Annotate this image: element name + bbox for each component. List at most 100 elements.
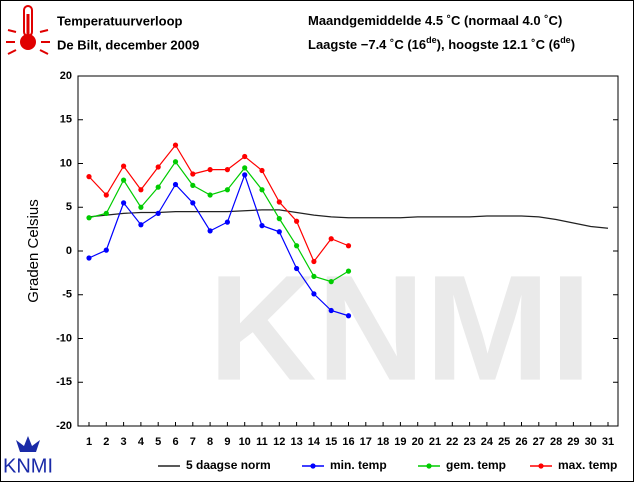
point: [155, 164, 161, 170]
point: [294, 265, 300, 272]
legend-marker: [310, 463, 316, 469]
point: [86, 255, 92, 261]
point: [138, 204, 144, 210]
x-tick-label: 19: [394, 436, 406, 448]
superscript: de: [426, 35, 437, 45]
point: [328, 279, 334, 285]
y-tick-label: 5: [66, 201, 72, 213]
point: [276, 216, 282, 222]
legend-label: gem. temp: [446, 458, 506, 472]
point: [155, 184, 161, 190]
x-tick-label: 29: [567, 436, 579, 448]
point: [345, 313, 352, 319]
x-tick-label: 9: [224, 436, 230, 448]
y-tick-label: 0: [66, 245, 72, 257]
point: [328, 236, 334, 242]
x-tick-label: 5: [155, 436, 161, 448]
point: [311, 291, 317, 297]
legend-label: 5 daagse norm: [186, 458, 271, 472]
x-tick-label: 3: [121, 436, 127, 448]
point: [138, 187, 144, 193]
x-tick-label: 24: [481, 436, 494, 448]
stats-line: Laagste −7.4 ˚C (16de), hoogste 12.1 ˚C …: [308, 35, 575, 52]
text-part: ), hoogste 12.1 ˚C (6: [437, 37, 561, 52]
x-tick-label: 31: [602, 436, 614, 448]
point: [311, 273, 317, 279]
point: [207, 167, 213, 173]
point: [172, 181, 179, 188]
point: [242, 172, 248, 178]
point: [172, 159, 179, 165]
x-tick-label: 27: [533, 436, 545, 448]
point: [207, 192, 213, 198]
stats-line: Maandgemiddelde 4.5 ˚C (normaal 4.0 ˚C): [308, 13, 562, 28]
point: [121, 177, 127, 183]
legend-marker: [426, 463, 432, 469]
point: [172, 142, 179, 148]
point: [103, 192, 109, 198]
point: [121, 163, 127, 169]
text-part: ): [571, 37, 575, 52]
point: [242, 165, 248, 171]
point: [207, 228, 213, 234]
series-line: [88, 209, 609, 229]
title: Temperatuurverloop: [57, 13, 183, 28]
point: [86, 174, 92, 180]
x-tick-label: 10: [239, 436, 251, 448]
superscript: de: [560, 35, 571, 45]
point: [86, 215, 92, 221]
text-part: Maandgemiddelde 4.5 ˚C (normaal 4.0 ˚C): [308, 13, 562, 28]
point: [121, 200, 127, 206]
point: [311, 258, 317, 265]
y-tick-label: -10: [56, 332, 72, 344]
point: [138, 222, 144, 228]
y-tick-label: 15: [60, 114, 72, 126]
x-tick-label: 12: [273, 436, 285, 448]
x-tick-label: 20: [412, 436, 424, 448]
point: [155, 210, 161, 216]
subtitle: De Bilt, december 2009: [57, 37, 199, 52]
point: [276, 199, 282, 205]
point: [259, 187, 265, 193]
x-tick-label: 6: [172, 436, 178, 448]
legend-marker: [538, 463, 544, 469]
point: [276, 229, 282, 235]
svg-text:KNMI: KNMI: [208, 244, 591, 412]
x-tick-label: 16: [342, 436, 354, 448]
x-tick-label: 17: [360, 436, 372, 448]
x-tick-label: 22: [446, 436, 458, 448]
x-tick-label: 1: [86, 436, 92, 448]
x-tick-label: 30: [585, 436, 597, 448]
x-tick-label: 25: [498, 436, 510, 448]
point: [224, 187, 230, 193]
point: [190, 200, 196, 206]
point: [259, 223, 265, 229]
x-tick-label: 4: [138, 436, 145, 448]
y-tick-label: 20: [60, 70, 72, 82]
y-axis-label: Graden Celsius: [25, 199, 42, 302]
point: [242, 153, 248, 160]
y-tick-label: -15: [56, 376, 72, 388]
x-tick-label: 26: [515, 436, 527, 448]
thermometer-icon: [6, 5, 50, 55]
series-line: [88, 173, 349, 317]
point: [345, 268, 352, 274]
x-tick-label: 18: [377, 436, 389, 448]
point: [294, 218, 300, 224]
point: [103, 247, 109, 253]
point: [190, 182, 196, 188]
point: [190, 171, 196, 177]
y-tick-label: -20: [56, 420, 72, 432]
point: [103, 210, 109, 216]
x-tick-label: 8: [207, 436, 213, 448]
point: [259, 167, 265, 174]
legend-label: max. temp: [558, 458, 617, 472]
point: [345, 243, 352, 249]
legend-label: min. temp: [330, 458, 387, 472]
x-tick-label: 21: [429, 436, 441, 448]
y-tick-label: 10: [60, 157, 72, 169]
x-tick-label: 14: [308, 436, 321, 448]
point: [224, 167, 230, 173]
